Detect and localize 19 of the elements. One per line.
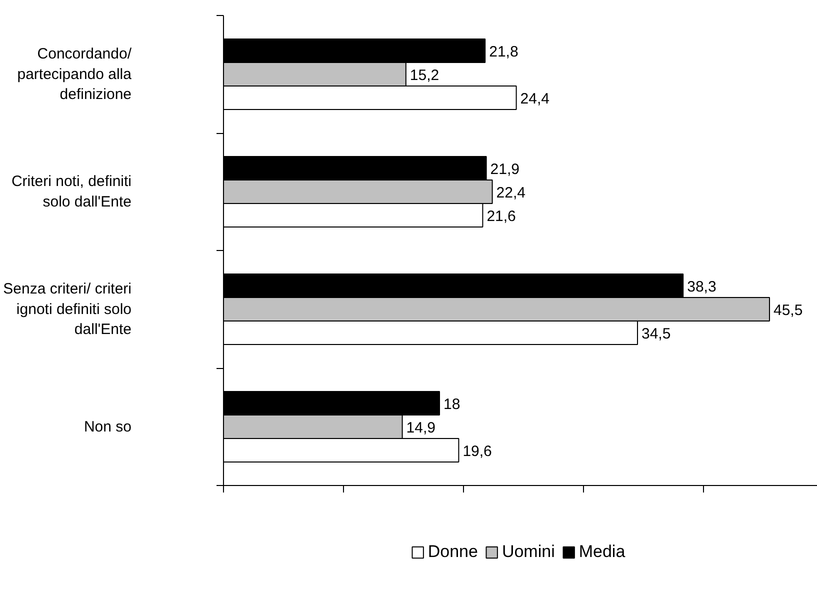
y-tick-label: Criteri noti, definiti solo dall'Ente (11, 173, 132, 210)
data-label: 45,5 (774, 302, 803, 319)
legend-label: Donne (428, 542, 478, 562)
data-label: 21,9 (490, 160, 520, 178)
data-label: 21,8 (489, 43, 518, 60)
data-label: 19,6 (462, 442, 492, 460)
data-label: 38,3 (687, 278, 716, 296)
data-label: 15,2 (410, 66, 440, 84)
legend-label: Media (578, 542, 626, 562)
data-label: 21,6 (486, 208, 516, 225)
data-label: 14,9 (406, 419, 436, 436)
y-tick-label: Non so (84, 418, 132, 436)
y-tick-label: Concordando/ partecipando alla definizione (17, 45, 132, 104)
legend-label: Uomini (502, 542, 555, 562)
data-label: 18 (444, 396, 460, 413)
y-tick-label: Senza criteri/ criteri ignoti definiti solo dall'Ente (3, 280, 132, 338)
data-label: 34,5 (642, 325, 671, 342)
data-label: 24,4 (520, 90, 550, 108)
data-label: 22,4 (496, 184, 526, 202)
